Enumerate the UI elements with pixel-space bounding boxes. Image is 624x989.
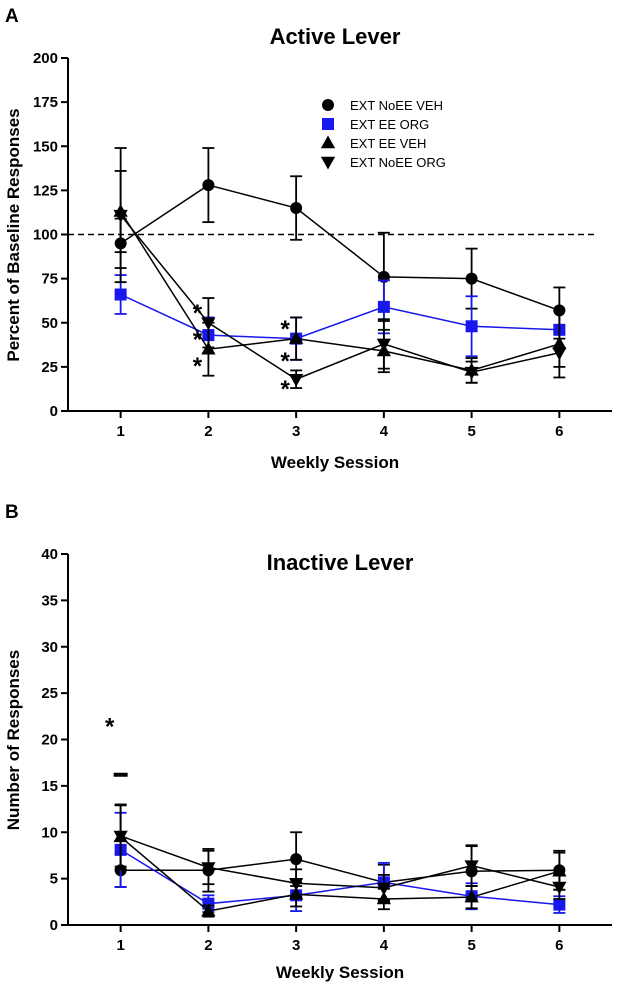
data-point bbox=[202, 179, 215, 192]
significance-asterisk: * bbox=[280, 316, 290, 343]
significance-asterisk: * bbox=[193, 300, 203, 327]
y-tick-label: 0 bbox=[50, 403, 58, 420]
x-axis-label: Weekly Session bbox=[276, 963, 404, 982]
data-point bbox=[552, 863, 567, 877]
series-line bbox=[120, 211, 560, 372]
inactive-lever-chart: Inactive Lever Weekly Session Number of … bbox=[4, 546, 612, 982]
series-line bbox=[120, 293, 560, 340]
x-tick-label: 2 bbox=[204, 937, 212, 954]
active-lever-chart: Active Lever Weekly Session Percent of B… bbox=[4, 24, 612, 472]
y-axis-label: Percent of Baseline Responses bbox=[4, 108, 23, 361]
chart-title: Inactive Lever bbox=[267, 550, 414, 575]
legend-label: EXT NoEE VEH bbox=[350, 98, 443, 113]
y-tick-label: 20 bbox=[41, 732, 58, 749]
x-tick-label: 3 bbox=[292, 937, 300, 954]
panel-letter-a: A bbox=[5, 6, 19, 27]
series-ext-noee-org bbox=[113, 147, 567, 389]
series-line bbox=[120, 849, 560, 906]
x-tick-label: 3 bbox=[292, 423, 300, 440]
x-tick-label: 5 bbox=[467, 937, 475, 954]
x-tick-label: 6 bbox=[555, 423, 563, 440]
legend: EXT NoEE VEH EXT EE ORG EXT EE VEH EXT NoEE… bbox=[320, 98, 446, 170]
series-ext-ee-veh bbox=[113, 803, 567, 918]
data-point bbox=[114, 288, 127, 301]
x-tick-label: 2 bbox=[204, 423, 212, 440]
data-point bbox=[376, 882, 391, 896]
data-point bbox=[201, 317, 216, 331]
annotation-dash bbox=[113, 772, 128, 777]
data-point bbox=[113, 830, 128, 844]
y-tick-label: 125 bbox=[33, 182, 58, 199]
y-tick-label: 175 bbox=[33, 94, 58, 111]
significance-asterisk: * bbox=[280, 348, 290, 375]
data-point bbox=[376, 338, 391, 352]
legend-label: EXT NoEE ORG bbox=[350, 155, 446, 170]
data-point bbox=[289, 331, 304, 344]
series-line bbox=[120, 184, 560, 312]
y-axis-label: Number of Responses bbox=[4, 650, 23, 830]
data-point bbox=[464, 366, 479, 380]
y-tick-label: 35 bbox=[41, 592, 58, 609]
x-tick-label: 4 bbox=[380, 423, 389, 440]
data-point bbox=[290, 853, 303, 866]
data-point bbox=[552, 347, 567, 361]
legend-label: EXT EE ORG bbox=[350, 117, 429, 132]
legend-marker bbox=[320, 156, 336, 170]
y-tick-label: 30 bbox=[41, 639, 58, 656]
data-point bbox=[290, 202, 303, 215]
y-tick-label: 50 bbox=[41, 315, 58, 332]
x-tick-label: 1 bbox=[116, 937, 124, 954]
data-point bbox=[553, 898, 566, 911]
legend-marker bbox=[320, 135, 336, 149]
x-tick-label: 1 bbox=[116, 423, 124, 440]
series-ext-noee-org bbox=[113, 804, 567, 902]
y-tick-label: 25 bbox=[41, 359, 58, 376]
y-tick-label: 40 bbox=[41, 546, 58, 563]
series-line bbox=[120, 836, 560, 912]
significance-asterisk: * bbox=[193, 327, 203, 354]
data-point bbox=[465, 272, 478, 285]
y-tick-label: 150 bbox=[33, 138, 58, 155]
y-tick-label: 25 bbox=[41, 685, 58, 702]
data-point bbox=[289, 373, 304, 387]
data-point bbox=[552, 881, 567, 895]
x-tick-label: 5 bbox=[467, 423, 475, 440]
series-ext-noee-veh bbox=[114, 147, 566, 335]
y-tick-label: 15 bbox=[41, 778, 58, 795]
significance-asterisk: * bbox=[105, 714, 115, 741]
y-tick-label: 200 bbox=[33, 50, 58, 67]
data-point bbox=[201, 862, 216, 875]
significance-asterisk: * bbox=[280, 376, 290, 403]
legend-marker bbox=[322, 99, 334, 111]
y-tick-label: 75 bbox=[41, 271, 58, 288]
legend-marker bbox=[322, 118, 334, 130]
legend-label: EXT EE VEH bbox=[350, 136, 426, 151]
data-point bbox=[464, 889, 479, 903]
data-point bbox=[464, 860, 479, 874]
chart-title: Active Lever bbox=[270, 24, 401, 49]
y-tick-label: 10 bbox=[41, 824, 58, 841]
series-ext-ee-org bbox=[114, 811, 566, 914]
data-point bbox=[465, 320, 478, 333]
data-point bbox=[289, 878, 304, 891]
series-line bbox=[120, 835, 560, 889]
series-line bbox=[120, 858, 560, 884]
y-tick-label: 100 bbox=[33, 227, 58, 244]
x-axis-label: Weekly Session bbox=[271, 453, 399, 472]
data-point bbox=[113, 209, 128, 223]
x-tick-label: 4 bbox=[380, 937, 389, 954]
series-line bbox=[120, 214, 560, 381]
data-point bbox=[201, 903, 216, 917]
panel-letter-b: B bbox=[5, 502, 19, 523]
y-tick-label: 5 bbox=[50, 871, 58, 888]
x-tick-label: 6 bbox=[555, 937, 563, 954]
significance-asterisk: * bbox=[193, 353, 203, 380]
y-tick-label: 0 bbox=[50, 917, 58, 934]
data-point bbox=[377, 300, 390, 313]
